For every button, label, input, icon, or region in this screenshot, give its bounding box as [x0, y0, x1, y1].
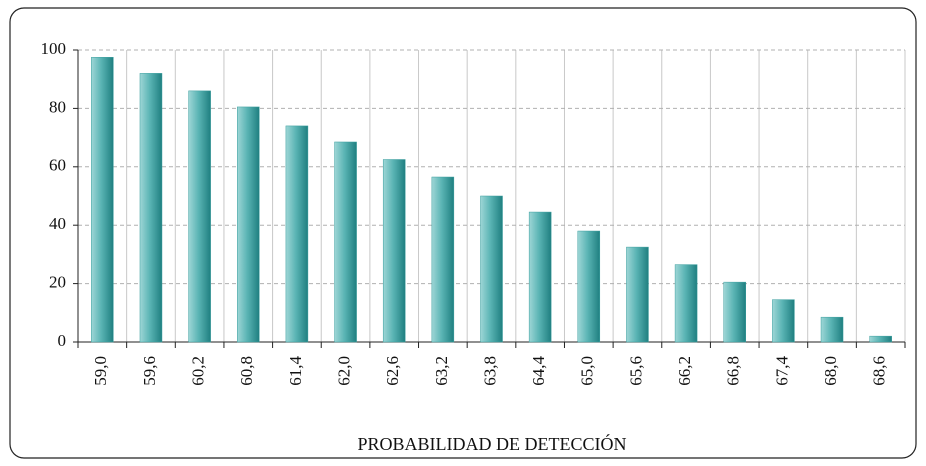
bar: [674, 264, 698, 343]
bar: [772, 299, 795, 343]
x-tick-label: 62,6: [383, 356, 402, 386]
bar: [626, 246, 649, 343]
x-tick-label: 66,8: [724, 356, 743, 386]
y-tick-label: 20: [49, 273, 66, 292]
y-tick-label: 100: [41, 39, 67, 58]
bar: [237, 106, 260, 343]
x-tick-label: 59,0: [91, 356, 110, 386]
x-axis-title: PROBABILIDAD DE DETECCIÓN: [358, 433, 627, 454]
x-tick-label: 68,6: [870, 356, 889, 386]
x-tick-label: 66,2: [675, 356, 694, 386]
bar: [431, 176, 455, 343]
bar: [577, 230, 601, 343]
x-tick-label: 68,0: [821, 356, 840, 386]
x-tick-label: 60,8: [237, 356, 256, 386]
bar: [723, 281, 746, 343]
bar: [139, 73, 163, 343]
bar: [334, 141, 357, 343]
bar: [480, 195, 503, 343]
bar: [382, 159, 406, 343]
y-tick-label: 0: [58, 331, 67, 350]
x-tick-label: 67,4: [772, 356, 791, 386]
bar: [820, 316, 844, 343]
x-tick-label: 63,2: [432, 356, 451, 386]
bar: [869, 335, 892, 343]
y-tick-label: 80: [49, 97, 66, 116]
x-tick-label: 65,0: [578, 356, 597, 386]
x-tick-label: 65,6: [626, 356, 645, 386]
x-tick-label: 64,4: [529, 356, 548, 386]
y-tick-label: 60: [49, 156, 66, 175]
y-tick-label: 40: [49, 214, 66, 233]
x-tick-label: 61,4: [286, 356, 305, 386]
chart-frame: [9, 7, 917, 459]
x-tick-label: 63,8: [480, 356, 499, 386]
bar: [528, 211, 552, 343]
x-tick-label: 59,6: [140, 356, 159, 386]
bar: [91, 57, 114, 343]
bar: [188, 90, 211, 343]
x-tick-label: 62,0: [334, 356, 353, 386]
x-tick-label: 60,2: [189, 356, 208, 386]
bar: [285, 125, 309, 343]
